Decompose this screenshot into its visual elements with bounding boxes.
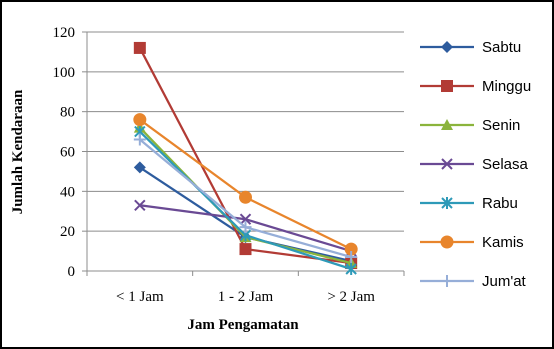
legend-label: Senin: [482, 117, 520, 134]
y-tick-label: 80: [60, 105, 75, 121]
data-point: [239, 221, 252, 234]
legend-marker: [441, 197, 453, 209]
legend: Sabtu Minggu Senin Selasa Rabu Kamis Jum'at: [420, 39, 531, 290]
data-point: [133, 161, 146, 174]
legend-entry: Rabu: [420, 195, 518, 212]
gridlines: [87, 31, 404, 232]
data-point: [133, 41, 146, 54]
legend-marker: [441, 158, 453, 170]
y-tick-label: 100: [53, 65, 76, 81]
y-tick-label: 0: [68, 264, 76, 280]
y-tick-labels: 0 20 40 60 80 100 120: [53, 25, 76, 280]
legend-marker: [441, 80, 453, 92]
legend-marker: [441, 41, 453, 53]
x-tick-label: > 2 Jam: [327, 289, 375, 305]
series-jum-at: [133, 133, 358, 264]
series-lines: [133, 41, 358, 276]
data-point: [134, 199, 146, 211]
data-point: [345, 251, 358, 264]
legend-entry: Kamis: [420, 234, 524, 251]
x-tick-labels: < 1 Jam 1 - 2 Jam > 2 Jam: [116, 289, 375, 305]
legend-marker: [441, 119, 453, 130]
y-tick-label: 40: [60, 184, 75, 200]
legend-marker: [441, 275, 453, 287]
legend-label: Selasa: [482, 156, 529, 173]
y-tick-label: 20: [60, 224, 75, 240]
data-point: [133, 113, 147, 127]
legend-label: Minggu: [482, 78, 531, 95]
data-point: [133, 133, 146, 146]
y-axis-title: Jumlah Kendaraan: [10, 89, 26, 214]
y-tick-label: 60: [60, 145, 75, 161]
legend-marker: [440, 235, 454, 249]
legend-label: Jum'at: [482, 273, 527, 290]
legend-label: Kamis: [482, 234, 524, 251]
legend-label: Sabtu: [482, 39, 521, 56]
legend-label: Rabu: [482, 195, 518, 212]
data-point: [239, 213, 252, 225]
legend-entry: Sabtu: [420, 39, 521, 56]
data-point: [239, 243, 252, 256]
legend-entry: Senin: [420, 117, 520, 134]
legend-entry: Selasa: [420, 156, 529, 173]
y-tick-label: 120: [53, 25, 76, 41]
x-axis-title: Jam Pengamatan: [187, 317, 299, 333]
series-kamis: [133, 113, 358, 256]
x-tick-label: 1 - 2 Jam: [218, 289, 274, 305]
x-tick-label: < 1 Jam: [116, 289, 164, 305]
data-point: [239, 190, 252, 204]
legend-entry: Jum'at: [420, 273, 527, 290]
legend-entry: Minggu: [420, 78, 531, 95]
data-point: [344, 242, 358, 256]
data-point: [345, 263, 357, 276]
